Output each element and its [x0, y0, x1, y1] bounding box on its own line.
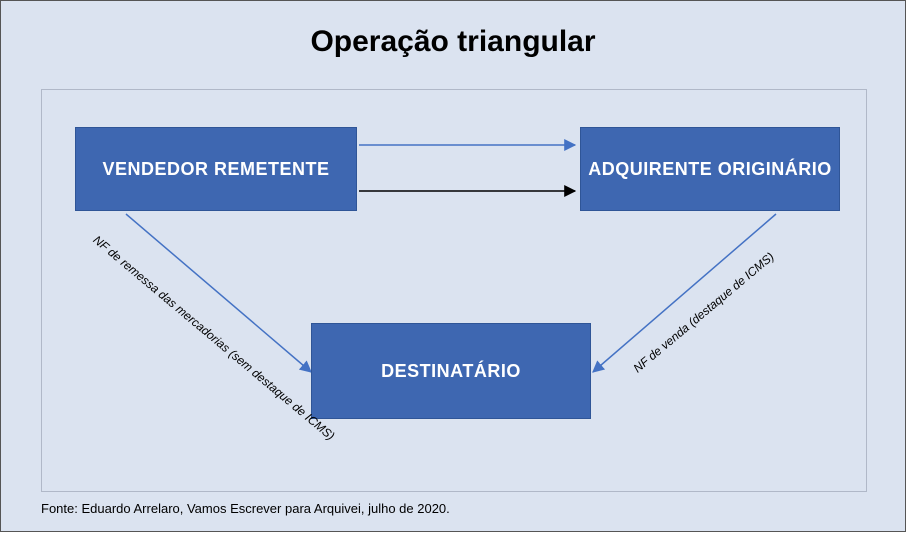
node-vendedor-label: VENDEDOR REMETENTE: [102, 159, 329, 180]
outer-frame: Operação triangular VENDEDOR REMETENTE A…: [0, 0, 906, 532]
node-destinatario-label: DESTINATÁRIO: [381, 361, 521, 382]
diagram-title: Operação triangular: [1, 25, 905, 59]
node-destinatario: DESTINATÁRIO: [311, 323, 591, 419]
node-adquirente-label: ADQUIRENTE ORIGINÁRIO: [588, 159, 832, 180]
node-adquirente-originario: ADQUIRENTE ORIGINÁRIO: [580, 127, 840, 211]
source-citation: Fonte: Eduardo Arrelaro, Vamos Escrever …: [41, 501, 450, 516]
node-vendedor-remetente: VENDEDOR REMETENTE: [75, 127, 357, 211]
